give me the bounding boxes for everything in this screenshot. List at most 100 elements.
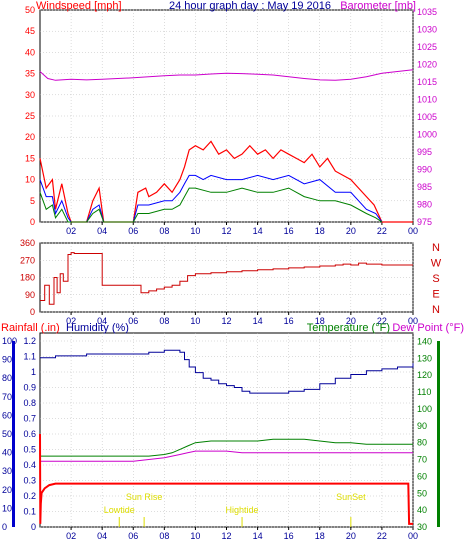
baro-y-tick-label: 990 [417,165,432,175]
humidity-y-tick-label: 0.1 [23,507,36,517]
x-tick-label: 10 [190,226,200,236]
x-tick-label: 22 [377,316,387,326]
temp-y-tick-label: 120 [417,370,432,380]
humidity-axis-bar [12,341,15,527]
baro-y-tick-label: 1015 [417,77,437,87]
baro-y-tick-label: 1005 [417,112,437,122]
x-tick-label: 20 [346,226,356,236]
compass-label: N [432,242,440,254]
x-tick-label: 08 [159,316,169,326]
wind-y-tick-label: 45 [25,26,35,36]
x-tick-label: 20 [346,531,356,541]
x-tick-label: 08 [159,531,169,541]
x-tick-label: 10 [190,531,200,541]
humidity-y-tick-label: 0 [31,522,36,532]
rain-y-tick-label: 40 [2,448,12,458]
temp-y-tick-label: 30 [417,522,427,532]
direction-y-tick-label: 0 [30,307,35,317]
humidity-y-tick-label: 1 [31,367,36,377]
rain-y-tick-label: 30 [2,466,12,476]
temp-y-tick-label: 130 [417,353,432,363]
direction-y-tick-label: 270 [20,255,35,265]
compass-label: E [432,289,439,301]
temperature-label: Temperature (°F) [307,322,390,334]
panel-temp-axes: 0 0.1 0.2 0.3 0.4 0.5 0.6 0.7 0.8 0.9 1 1.1 1.2 0 10 20… [2,336,440,541]
direction-y-tick-label: 90 [25,290,35,300]
wind-gust-line [39,140,413,223]
x-tick-label: 10 [190,316,200,326]
x-tick-label: 16 [284,531,294,541]
event-marker-label: Lowtide [104,505,135,515]
windspeed-label: Windspeed [mph] [36,0,122,12]
x-tick-label: 00 [408,316,418,326]
x-tick-label: 12 [221,316,231,326]
panel-temp-grid [40,333,414,528]
rain-y-tick-label: 80 [2,373,12,383]
x-tick-label: 04 [97,531,107,541]
x-tick-label: 00 [408,226,418,236]
humidity-y-tick-label: 0.8 [23,398,36,408]
x-tick-label: 18 [315,226,325,236]
wind-y-tick-label: 50 [25,5,35,15]
baro-y-tick-label: 985 [417,182,432,192]
wind-y-tick-label: 30 [25,90,35,100]
x-tick-label: 20 [346,316,356,326]
x-tick-label: 00 [408,531,418,541]
baro-y-tick-label: 975 [417,217,432,227]
x-tick-label: 14 [253,316,263,326]
x-tick-label: 22 [377,531,387,541]
humidity-y-tick-label: 1.1 [23,352,36,362]
compass-label: W [431,258,442,270]
chart-title: 24 hour graph day : May 19 2016 [169,0,331,12]
rain-y-tick-label: 50 [2,429,12,439]
x-tick-label: 02 [66,226,76,236]
rainfall-label: Rainfall (.in) [1,322,60,334]
wind-y-tick-label: 35 [25,69,35,79]
temperature-line [40,438,413,457]
wind-y-tick-label: 10 [25,175,35,185]
temp-y-tick-label: 50 [417,488,427,498]
compass-label: S [432,273,439,285]
temp-y-tick-label: 60 [417,471,427,481]
direction-y-tick-label: 180 [20,273,35,283]
wind-y-tick-label: 0 [30,217,35,227]
humidity-y-tick-label: 0.9 [23,383,36,393]
x-tick-label: 12 [221,226,231,236]
humidity-line [40,349,414,394]
temp-y-tick-label: 140 [417,336,432,346]
x-tick-label: 06 [128,316,138,326]
dewpoint-line [40,450,413,462]
x-tick-label: 14 [253,226,263,236]
rain-y-tick-label: 90 [2,355,12,365]
panel-temp-series [39,349,414,525]
x-tick-label: 06 [128,226,138,236]
humidity-y-tick-label: 1.2 [23,336,36,346]
temp-y-tick-label: 40 [417,505,427,515]
humidity-y-tick-label: 0.2 [23,491,36,501]
humidity-label: Humidity (%) [66,322,129,334]
rain-y-tick-label: 70 [2,392,12,402]
x-tick-label: 06 [128,531,138,541]
panel-direction-series [40,252,413,305]
temp-y-tick-label: 100 [417,404,432,414]
baro-y-tick-label: 1010 [417,95,437,105]
x-tick-label: 04 [97,316,107,326]
temp-axis-bar [437,341,440,527]
baro-y-tick-label: 1035 [417,7,437,17]
baro-y-tick-label: 995 [417,147,432,157]
wind-y-tick-label: 40 [25,47,35,57]
baro-y-tick-label: 1030 [417,25,437,35]
direction-line [40,252,413,305]
wind-min-line [39,187,383,223]
baro-y-tick-label: 1020 [417,60,437,70]
temp-y-tick-label: 80 [417,438,427,448]
humidity-y-tick-label: 0.6 [23,429,36,439]
temp-y-tick-label: 90 [417,421,427,431]
x-tick-label: 16 [284,316,294,326]
x-tick-label: 04 [97,226,107,236]
rainfall-line [39,433,413,525]
rain-y-tick-label: 20 [2,485,12,495]
